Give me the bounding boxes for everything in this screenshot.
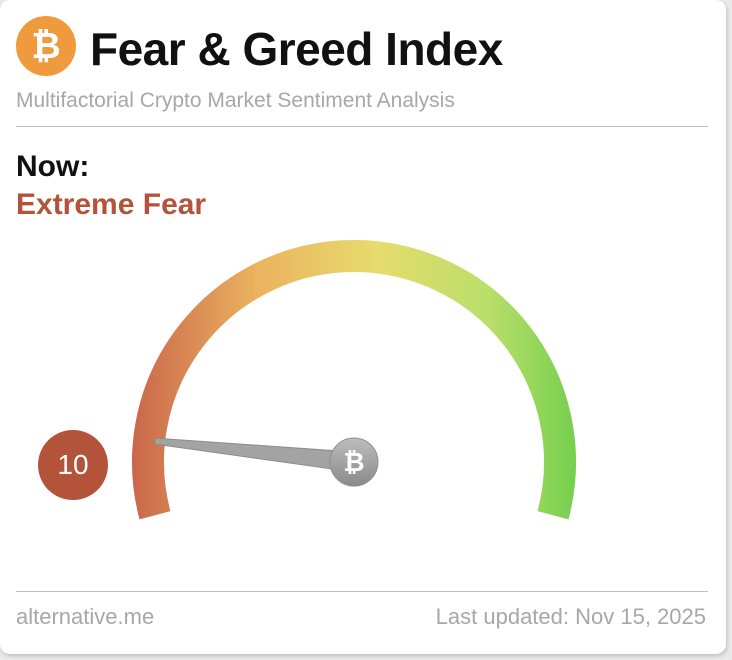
widget-title: Fear & Greed Index [90, 23, 503, 75]
widget-subtitle: Multifactorial Crypto Market Sentiment A… [16, 89, 455, 112]
source-link[interactable]: alternative.me [16, 604, 155, 629]
gauge-arc [132, 240, 576, 520]
gauge-needle [154, 437, 356, 473]
footer-divider [16, 591, 708, 592]
index-value-badge: 10 [38, 430, 108, 500]
sentiment-gauge: ₿ [132, 240, 576, 520]
bitcoin-icon: ₿ [343, 448, 364, 478]
last-updated: Last updated: Nov 15, 2025 [435, 604, 706, 629]
gauge-hub [329, 437, 379, 487]
header-divider [16, 126, 708, 127]
now-label: Now: [16, 150, 90, 183]
sentiment-classification: Extreme Fear [16, 188, 207, 221]
bitcoin-icon: ₿ [16, 16, 76, 76]
